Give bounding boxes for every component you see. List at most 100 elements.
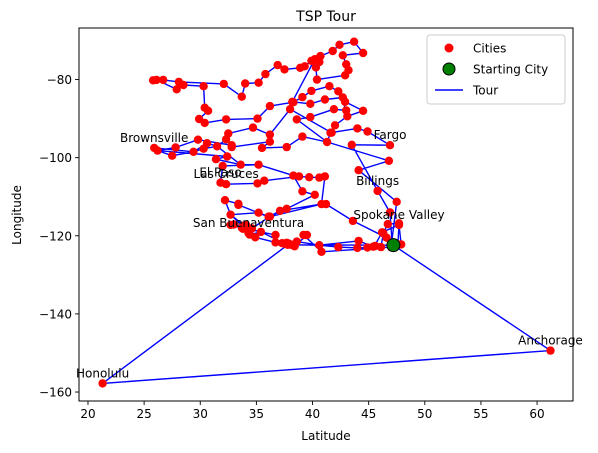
city-point [394,219,404,228]
city-point [172,85,181,94]
city-point [348,216,358,226]
city-point [340,97,350,107]
starting-city-point [386,238,401,253]
x-tick-label: 30 [193,407,208,421]
city-point [288,97,297,107]
city-point [546,346,555,355]
x-axis-label: Latitude [301,429,350,443]
city-point [340,71,350,80]
city-point [353,243,362,253]
city-point [254,78,263,87]
city-point [282,142,291,152]
city-point [236,160,245,169]
city-point [148,76,158,85]
city-label: Spokane Valley [353,208,444,222]
city-point [376,242,386,252]
city-point [237,92,246,101]
y-tick-label: −120 [39,229,72,243]
plot-area: Honolulu Anchorage Billings Spokane Valley S… [76,37,583,388]
y-tick-label: −140 [39,307,72,321]
city-point [305,173,314,182]
city-point [253,179,262,188]
city-label: Las Cruces [193,167,258,181]
x-tick-label: 25 [136,407,151,421]
city-point [306,112,315,122]
legend-box [426,34,566,105]
city-point [343,112,352,121]
city-point [248,123,258,132]
city-point [193,135,203,144]
city-point [358,48,368,58]
city-point [159,75,168,85]
city-point [260,176,269,185]
city-point [285,105,295,114]
city-point [292,115,301,124]
city-point [353,124,362,133]
city-point [373,186,382,196]
y-tick-label: −100 [39,151,72,165]
city-point [325,82,334,91]
city-point [298,132,307,141]
city-point [335,40,344,49]
city-point [265,101,275,111]
city-point [221,115,231,124]
city-point [320,172,330,181]
x-tick-label: 20 [80,407,95,421]
city-point [322,137,332,147]
city-point [234,199,243,208]
city-point [211,155,221,164]
legend: Cities Starting City Tour [426,34,566,105]
city-point [349,37,359,46]
city-point [264,212,273,221]
legend-label: Cities [473,42,506,56]
city-point [212,142,222,151]
city-point [315,241,324,250]
city-point [220,196,230,205]
city-point [330,121,340,130]
legend-label: Tour [472,84,498,98]
city-label: El Paso [199,166,241,180]
city-point [174,77,184,87]
city-point [171,143,180,152]
city-point [226,210,235,219]
x-axis: 20 25 30 35 40 45 50 55 60 [80,401,545,421]
city-point [261,69,270,79]
city-point [306,99,315,109]
city-point [227,141,236,150]
x-tick-label: 50 [417,407,432,421]
city-point [334,242,343,252]
legend-marker [442,62,456,76]
city-point [242,224,251,233]
city-point [265,137,275,146]
city-point [383,219,392,229]
city-point [251,233,260,242]
city-label: Anchorage [518,334,583,348]
city-point [317,247,326,256]
city-point [257,143,267,153]
city-point [265,130,275,139]
city-point [280,65,289,74]
city-point [221,135,231,144]
city-point [320,95,330,104]
y-tick-label: −80 [47,73,72,87]
city-point [168,151,177,160]
city-point [254,160,263,169]
city-point [219,79,228,89]
city-point [354,236,363,246]
city-point [221,180,231,189]
y-axis: −160 −140 −120 −100 −80 [39,73,79,400]
city-point [354,166,363,175]
city-point [254,208,263,217]
city-point [338,51,347,60]
city-point [369,242,378,251]
city-point [328,46,337,56]
axes-frame [78,27,574,402]
chart-title: TSP Tour [295,9,356,25]
legend-marker [444,43,454,53]
city-point [271,238,280,247]
city-point [202,139,212,148]
city-point [321,199,331,209]
city-point [271,230,280,240]
city-point [327,128,336,137]
